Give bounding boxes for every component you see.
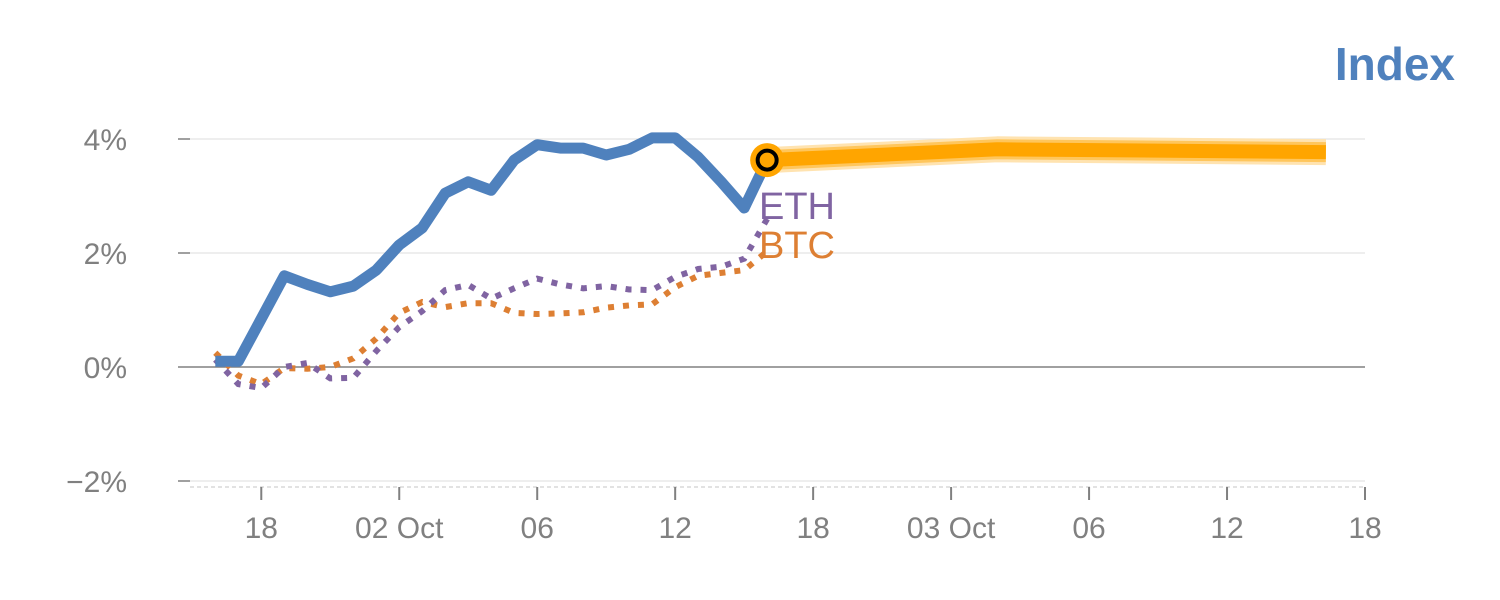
- eth-label: ETH: [759, 186, 835, 228]
- current-point-marker: [750, 143, 785, 178]
- x-tick-label: 18: [245, 512, 278, 545]
- y-tick-label: −2%: [66, 466, 127, 499]
- series-lines: [213, 132, 1327, 392]
- x-tick-label: 18: [796, 512, 829, 545]
- x-tick-label: 02 Oct: [355, 512, 444, 545]
- x-tick-label: 06: [521, 512, 554, 545]
- btc-line: [213, 248, 770, 388]
- x-tick-label: 18: [1348, 512, 1381, 545]
- axes: 4% 2% 0% −2% 18 02 Oct 06 12 18 03 Oct 06 12 18: [66, 124, 1382, 545]
- x-tick-label: 03 Oct: [907, 512, 996, 545]
- chart-title: Index: [1335, 38, 1456, 90]
- y-tick-label: 2%: [84, 238, 127, 271]
- index-line: [215, 132, 773, 367]
- x-tick-label: 12: [1210, 512, 1243, 545]
- btc-label: BTC: [759, 225, 835, 267]
- y-tick-label: 4%: [84, 124, 127, 157]
- x-tick-label: 12: [658, 512, 691, 545]
- forecast-line: [766, 142, 1326, 168]
- x-tick-label: 06: [1072, 512, 1105, 545]
- current-point-ring: [755, 148, 779, 172]
- y-tick-label: 0%: [84, 352, 127, 385]
